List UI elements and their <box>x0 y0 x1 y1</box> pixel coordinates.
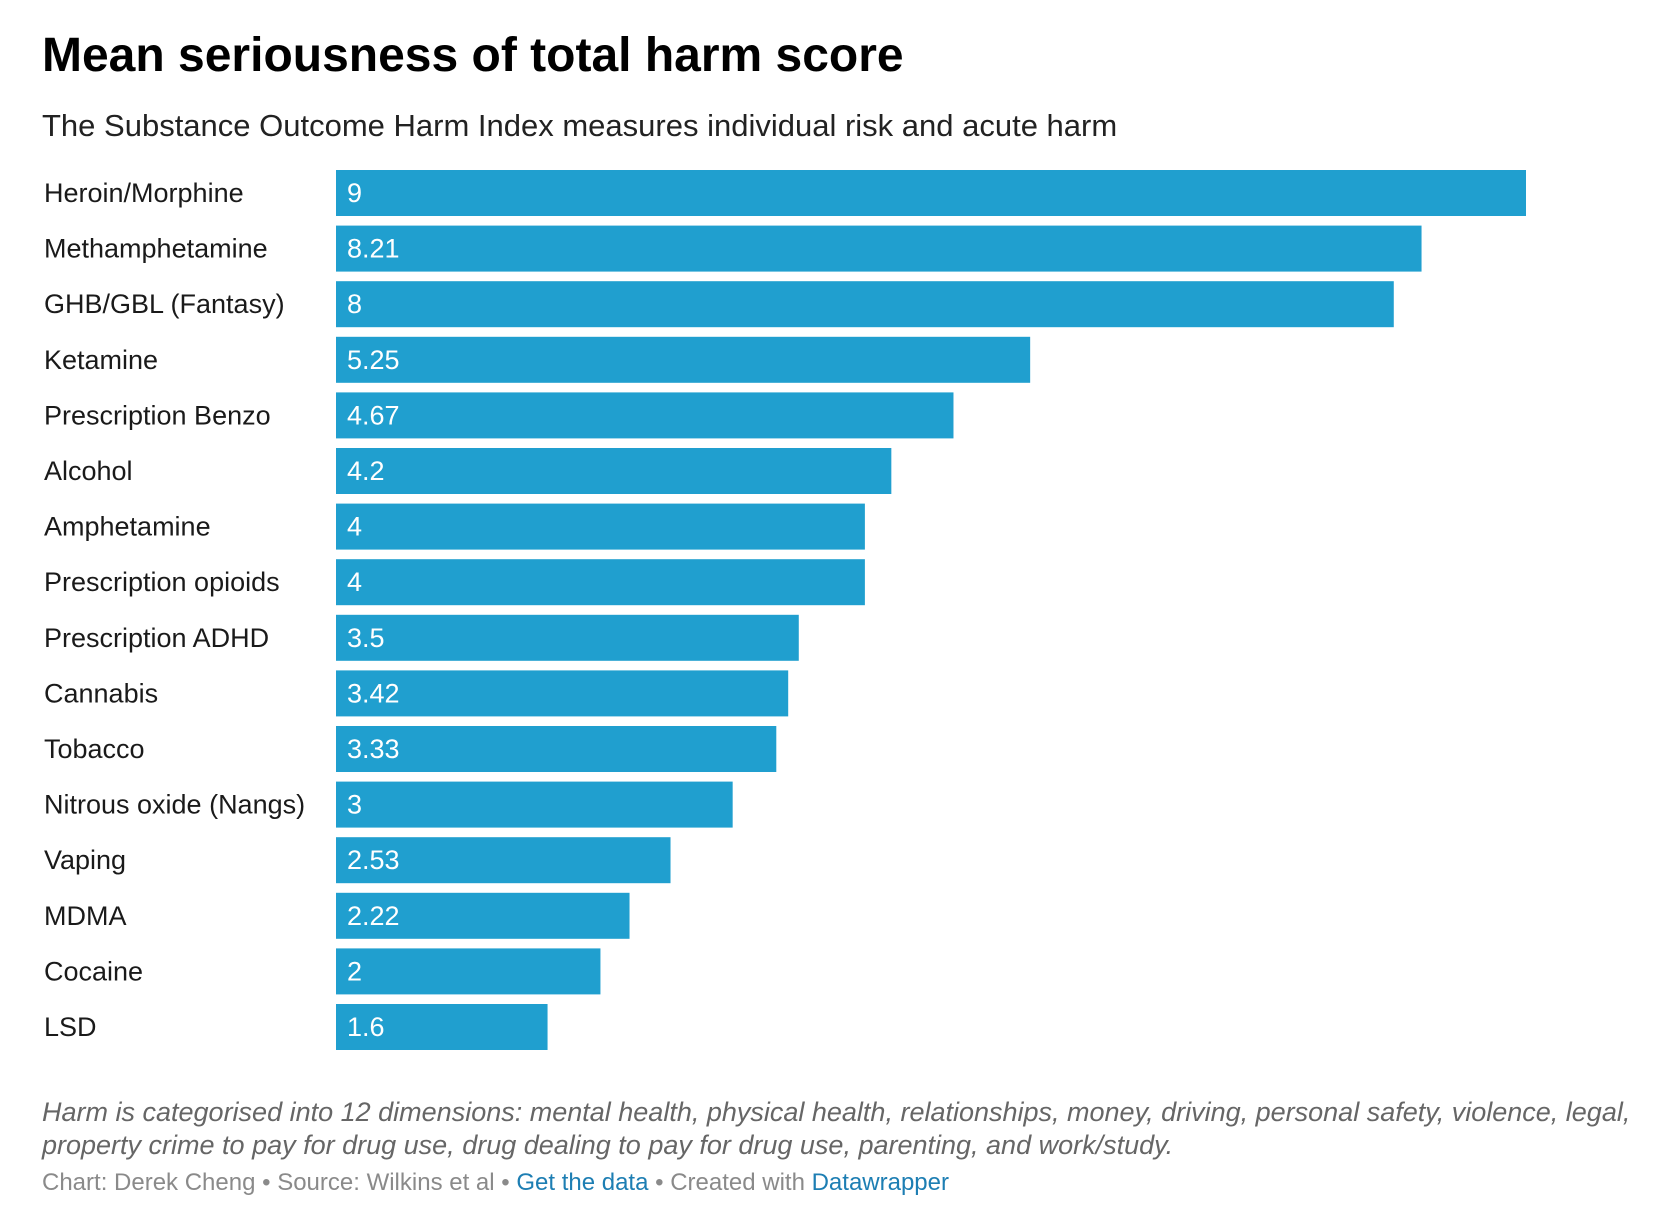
category-label: GHB/GBL (Fantasy) <box>44 289 285 319</box>
value-label: 4.2 <box>347 456 385 486</box>
bar <box>336 281 1394 328</box>
value-label: 4.67 <box>347 400 400 430</box>
bar <box>336 225 1422 272</box>
bar-row: Tobacco 3.33 <box>44 726 777 772</box>
bar <box>336 392 954 439</box>
bar-chart: Heroin/Morphine 9 Methamphetamine 8.21 GHB/G… <box>44 170 1526 1050</box>
chart-source: Source: Wilkins et al <box>277 1169 495 1196</box>
datawrapper-link[interactable]: Datawrapper <box>811 1169 949 1196</box>
bar-row: Prescription Benzo 4.67 <box>44 392 954 439</box>
bar-row: Nitrous oxide (Nangs) 3 <box>44 781 733 828</box>
bar-row: Prescription ADHD 3.5 <box>44 614 799 661</box>
value-label: 3.5 <box>347 623 385 653</box>
category-label: Prescription ADHD <box>44 623 269 653</box>
bar <box>336 336 1031 383</box>
bar-row: Vaping 2.53 <box>44 837 671 884</box>
bar <box>336 892 630 939</box>
value-label: 8 <box>347 289 362 319</box>
category-label: Prescription Benzo <box>44 400 271 430</box>
get-the-data-link[interactable]: Get the data <box>516 1169 649 1196</box>
bar <box>336 670 789 717</box>
value-label: 5.25 <box>347 345 400 375</box>
value-label: 4 <box>347 567 362 597</box>
separator: • <box>262 1169 271 1196</box>
bar <box>336 448 892 494</box>
chart-credit: Chart: Derek Cheng <box>42 1169 256 1196</box>
bar-row: Cannabis 3.42 <box>44 670 789 717</box>
value-label: 2.53 <box>347 845 400 875</box>
category-label: Vaping <box>44 845 126 875</box>
bar-row: Amphetamine 4 <box>44 503 865 550</box>
value-label: 3 <box>347 790 362 820</box>
bar <box>336 503 865 550</box>
bar <box>336 614 799 661</box>
bar <box>336 559 865 606</box>
bar-row: Heroin/Morphine 9 <box>44 170 1526 216</box>
bar <box>336 948 601 995</box>
category-label: LSD <box>44 1012 97 1042</box>
value-label: 1.6 <box>347 1012 385 1042</box>
value-label: 3.33 <box>347 734 400 764</box>
category-label: Nitrous oxide (Nangs) <box>44 790 305 820</box>
bar <box>336 1004 548 1050</box>
category-label: Methamphetamine <box>44 234 268 264</box>
chart-title: Mean seriousness of total harm score <box>42 29 904 82</box>
bar-row: Methamphetamine 8.21 <box>44 225 1422 272</box>
category-label: Alcohol <box>44 456 133 486</box>
bar-row: Ketamine 5.25 <box>44 336 1031 383</box>
value-label: 3.42 <box>347 678 400 708</box>
bar <box>336 726 777 772</box>
bar-row: GHB/GBL (Fantasy) 8 <box>44 281 1394 328</box>
value-label: 2.22 <box>347 901 400 931</box>
category-label: MDMA <box>44 901 127 931</box>
bar-row: MDMA 2.22 <box>44 892 630 939</box>
value-label: 4 <box>347 512 362 542</box>
category-label: Ketamine <box>44 345 158 375</box>
category-label: Prescription opioids <box>44 567 280 597</box>
chart-notes: Harm is categorised into 12 dimensions: … <box>42 1097 1631 1160</box>
value-label: 2 <box>347 956 362 986</box>
value-label: 8.21 <box>347 234 400 264</box>
category-label: Cocaine <box>44 956 143 986</box>
bar-row: Prescription opioids 4 <box>44 559 865 606</box>
bar-row: LSD 1.6 <box>44 1004 548 1050</box>
category-label: Cannabis <box>44 678 158 708</box>
bar <box>336 781 733 828</box>
category-label: Heroin/Morphine <box>44 178 244 208</box>
bar-row: Alcohol 4.2 <box>44 448 892 494</box>
chart-subtitle: The Substance Outcome Harm Index measure… <box>42 108 1118 143</box>
value-label: 9 <box>347 178 362 208</box>
chart-byline: Chart: Derek Cheng • Source: Wilkins et … <box>42 1168 949 1198</box>
created-with-label: Created with <box>670 1169 805 1196</box>
separator: • <box>655 1169 664 1196</box>
bar <box>336 837 671 884</box>
separator: • <box>501 1169 510 1196</box>
bar-row: Cocaine 2 <box>44 948 601 995</box>
category-label: Tobacco <box>44 734 145 764</box>
bar <box>336 170 1526 216</box>
category-label: Amphetamine <box>44 512 211 542</box>
